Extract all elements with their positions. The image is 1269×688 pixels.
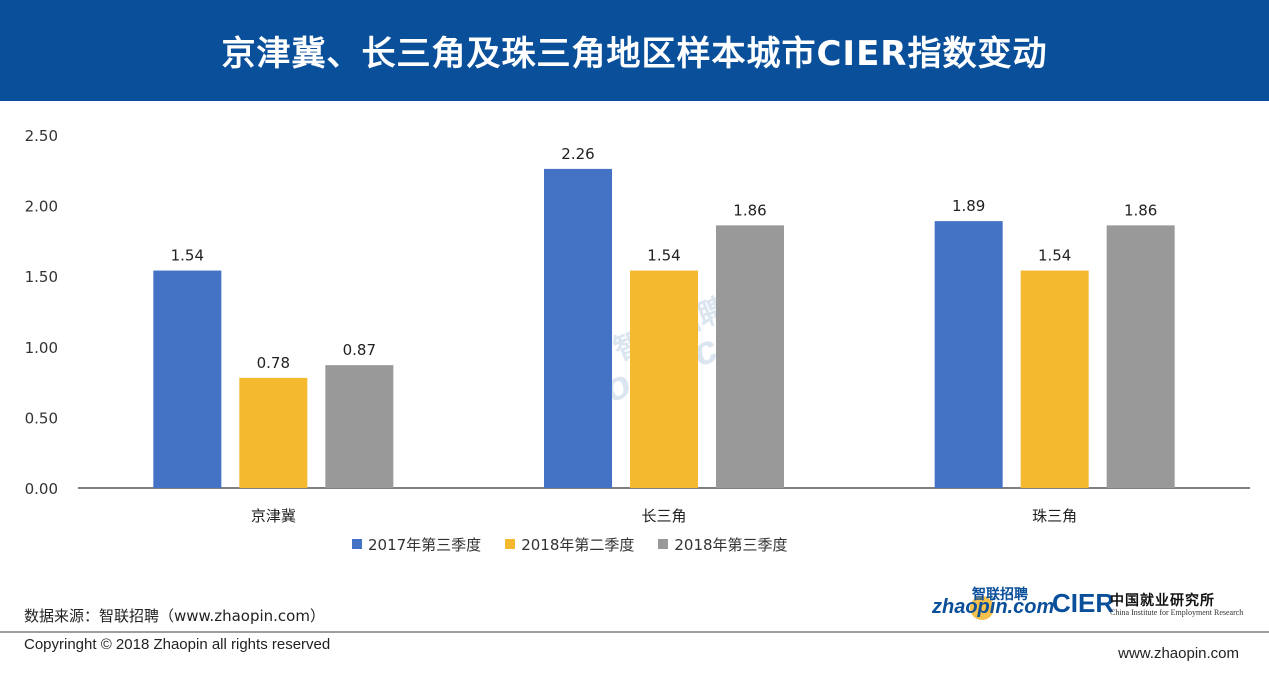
y-tick-label: 0.50 [25, 409, 58, 427]
x-tick-label: 长三角 [641, 507, 686, 525]
legend-label: 2018年第三季度 [674, 535, 788, 554]
bar [153, 270, 222, 488]
legend-item: 2018年第二季度 [505, 534, 634, 555]
y-tick-label: 0.00 [25, 480, 58, 498]
legend-swatch [658, 539, 669, 549]
data-label: 2.26 [561, 145, 594, 163]
cier-name-en: China Institute for Employment Research [1110, 608, 1244, 617]
data-label: 1.86 [733, 201, 766, 219]
bar [544, 168, 612, 488]
data-label: 1.54 [1038, 247, 1071, 265]
data-label: 0.78 [257, 354, 290, 372]
bar [325, 365, 394, 488]
data-label: 1.54 [647, 247, 680, 265]
x-tick-label: 京津冀 [251, 507, 296, 525]
bar [934, 221, 1003, 488]
y-tick-label: 1.00 [25, 339, 58, 357]
legend-swatch [352, 539, 362, 549]
data-label: 1.54 [171, 247, 204, 265]
bar [716, 225, 784, 489]
legend-swatch [505, 539, 516, 549]
copyright-text: Copyringht © 2018 Zhaopin all rights res… [24, 636, 331, 653]
y-tick-label: 1.50 [25, 268, 58, 286]
page-title: 京津冀、长三角及珠三角地区样本城市CIER指数变动 [221, 34, 1048, 74]
footer-divider [0, 631, 1269, 633]
data-source: 数据来源：智联招聘（www.zhaopin.com） [24, 607, 325, 625]
data-label: 0.87 [343, 341, 376, 359]
logo-dot-icon [970, 596, 994, 620]
cier-logo: CIER 中国就业研究所 China Institute for Employm… [1052, 588, 1252, 624]
zhaopin-logo: 智联招聘 zhaopin.com [932, 584, 1054, 624]
legend-item: 2017年第三季度 [352, 534, 481, 555]
site-url: www.zhaopin.com [1118, 645, 1239, 662]
y-tick-label: 2.50 [25, 127, 58, 145]
y-tick-label: 2.00 [25, 198, 58, 216]
bar [630, 270, 698, 488]
data-label: 1.89 [952, 197, 985, 215]
legend-label: 2017年第三季度 [368, 535, 482, 554]
logo-zhaopin-en: zhaopin.com [932, 596, 1055, 618]
title-banner: 京津冀、长三角及珠三角地区样本城市CIER指数变动 [0, 0, 1269, 101]
logo-zhaopin-cn: 智联招聘 [972, 587, 1028, 603]
bar [1020, 270, 1089, 488]
legend-item: 2018年第三季度 [658, 534, 788, 555]
cier-name-cn: 中国就业研究所 [1110, 593, 1215, 609]
cier-acronym: CIER [1052, 588, 1115, 618]
bar [239, 377, 308, 488]
x-tick-label: 珠三角 [1032, 507, 1077, 525]
legend-label: 2018年第二季度 [521, 535, 635, 554]
data-label: 1.86 [1124, 201, 1157, 219]
bar-chart: 0.00 0.50 1.00 1.50 2.00 2.50 1.54 0.78 0.87 京津冀 2… [25, 127, 1250, 525]
bar [1106, 225, 1175, 489]
chart-legend: 2017年第三季度 2018年第二季度 2018年第三季度 [352, 533, 812, 555]
